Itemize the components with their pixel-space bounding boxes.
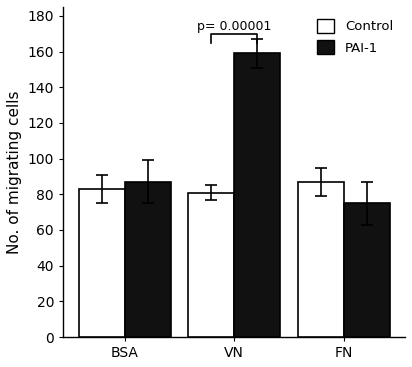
Bar bbox=[234, 53, 280, 337]
Y-axis label: No. of migrating cells: No. of migrating cells bbox=[7, 90, 22, 254]
Bar bbox=[79, 189, 124, 337]
Bar bbox=[124, 182, 171, 337]
Bar bbox=[188, 193, 234, 337]
Legend: Control, PAI-1: Control, PAI-1 bbox=[312, 14, 398, 60]
Text: p= 0.00001: p= 0.00001 bbox=[197, 20, 271, 33]
Bar bbox=[344, 203, 389, 337]
Bar bbox=[297, 182, 344, 337]
